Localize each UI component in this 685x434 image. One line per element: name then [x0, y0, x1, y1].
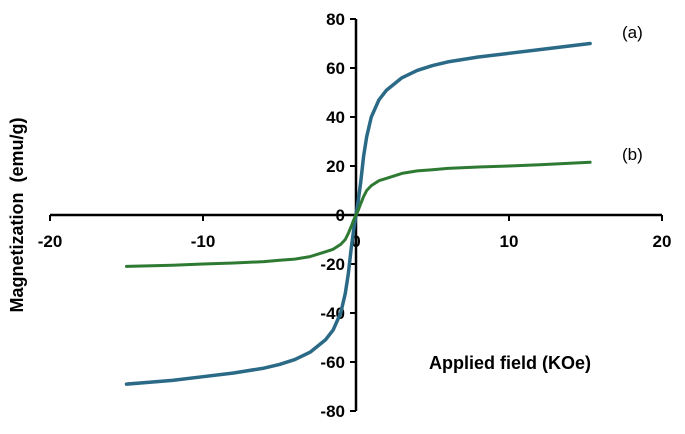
x-tick-label: -10 — [191, 232, 216, 251]
x-tick-label: 10 — [500, 232, 519, 251]
y-tick-label: 60 — [326, 59, 345, 78]
y-tick-label: 40 — [326, 108, 345, 127]
x-tick-label: 20 — [653, 232, 672, 251]
y-axis-title: Magnetization (emu/g) — [7, 118, 27, 313]
x-tick-label: 0 — [351, 232, 360, 251]
series-lines — [124, 41, 592, 386]
series-line-b — [125, 160, 592, 268]
y-tick-label: 0 — [336, 206, 345, 225]
y-tick-label: 80 — [326, 10, 345, 29]
y-tick-label: 20 — [326, 157, 345, 176]
series-label-a: (a) — [622, 23, 643, 42]
series-label-b: (b) — [622, 145, 643, 164]
x-axis-title: Applied field (KOe) — [429, 353, 591, 373]
x-tick-label: -20 — [38, 232, 63, 251]
chart-labels: (a) (b) Applied field (KOe) Magnetization (… — [7, 23, 643, 373]
y-tick-label: -80 — [320, 402, 345, 421]
y-tick-label: -20 — [320, 255, 345, 274]
y-tick-label: -60 — [320, 353, 345, 372]
